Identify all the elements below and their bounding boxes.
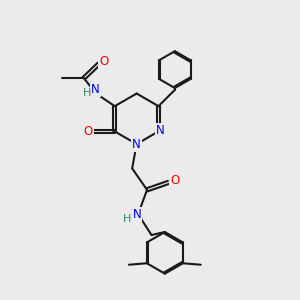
Text: H: H	[123, 214, 131, 224]
Text: H: H	[83, 88, 92, 98]
Text: N: N	[132, 138, 141, 151]
Text: N: N	[156, 124, 165, 137]
Text: O: O	[83, 125, 93, 138]
Text: N: N	[133, 208, 141, 221]
Text: O: O	[170, 173, 180, 187]
Text: O: O	[99, 55, 109, 68]
Text: N: N	[91, 83, 100, 96]
